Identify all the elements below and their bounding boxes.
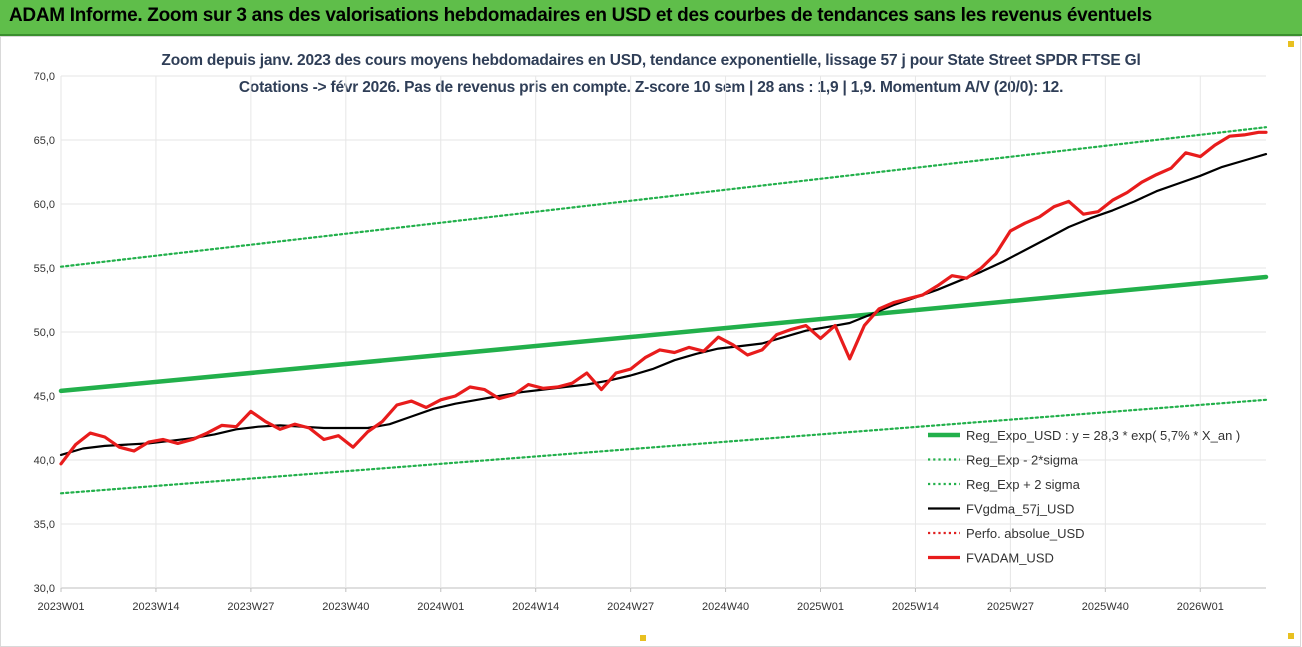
series-line-3 xyxy=(59,153,1268,456)
y-tick-label: 70,0 xyxy=(34,71,55,83)
x-tick-label: 2026W01 xyxy=(1177,601,1224,613)
legend-label: FVgdma_57j_USD xyxy=(966,502,1074,517)
handle-bottom-center-icon[interactable] xyxy=(640,635,646,641)
series-line-5 xyxy=(59,130,1268,466)
y-tick-label: 45,0 xyxy=(34,391,55,403)
x-tick-label: 2023W27 xyxy=(227,601,274,613)
x-tick-label: 2024W01 xyxy=(417,601,464,613)
handle-bottom-right-icon[interactable] xyxy=(1288,633,1294,639)
series-line-2 xyxy=(59,126,1268,268)
y-tick-label: 35,0 xyxy=(34,519,55,531)
chart-subtitle: Cotations -> févr 2026. Pas de revenus p… xyxy=(238,79,1064,96)
x-tick-label: 2025W27 xyxy=(987,601,1034,613)
handle-top-right-icon[interactable] xyxy=(1288,41,1294,47)
y-tick-label: 40,0 xyxy=(34,455,55,467)
x-tick-label: 2024W14 xyxy=(512,601,559,613)
x-tick-label: 2024W27 xyxy=(607,601,654,613)
chart-frame xyxy=(0,36,1301,647)
y-tick-label: 30,0 xyxy=(34,583,55,595)
legend-label: Reg_Exp + 2 sigma xyxy=(966,477,1081,492)
chart-title: Zoom depuis janv. 2023 des cours moyens … xyxy=(161,52,1141,69)
legend-label: Perfo. absolue_USD xyxy=(966,526,1085,541)
y-tick-label: 60,0 xyxy=(34,199,55,211)
series-line-0 xyxy=(58,274,1269,394)
y-tick-label: 65,0 xyxy=(34,135,55,147)
x-tick-label: 2025W40 xyxy=(1082,601,1129,613)
series-line-1 xyxy=(59,398,1268,495)
x-tick-label: 2024W40 xyxy=(702,601,749,613)
x-tick-label: 2023W14 xyxy=(132,601,179,613)
report-banner: ADAM Informe. Zoom sur 3 ans des valoris… xyxy=(0,0,1302,36)
y-tick-label: 55,0 xyxy=(34,263,55,275)
report-title: ADAM Informe. Zoom sur 3 ans des valoris… xyxy=(9,5,1152,26)
x-tick-label: 2023W01 xyxy=(37,601,84,613)
legend-label: Reg_Exp - 2*sigma xyxy=(966,453,1079,468)
legend-label: FVADAM_USD xyxy=(966,551,1054,566)
x-tick-label: 2025W01 xyxy=(797,601,844,613)
x-tick-label: 2025W14 xyxy=(892,601,939,613)
x-tick-label: 2023W40 xyxy=(322,601,369,613)
legend-label: Reg_Expo_USD : y = 28,3 * exp( 5,7% * X_… xyxy=(966,428,1240,443)
y-tick-label: 50,0 xyxy=(34,327,55,339)
